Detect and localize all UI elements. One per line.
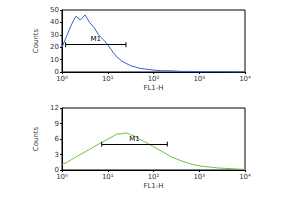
svg-text:30: 30 <box>50 31 59 39</box>
svg-text:M1: M1 <box>129 135 140 143</box>
svg-text:10⁴: 10⁴ <box>239 173 251 181</box>
svg-text:10¹: 10¹ <box>102 75 114 83</box>
svg-text:10³: 10³ <box>193 75 205 83</box>
svg-text:10⁰: 10⁰ <box>56 75 68 83</box>
svg-text:10³: 10³ <box>193 173 205 181</box>
svg-text:10⁰: 10⁰ <box>56 173 68 181</box>
svg-text:50: 50 <box>50 6 59 14</box>
svg-text:0: 0 <box>54 166 59 174</box>
svg-text:10¹: 10¹ <box>102 173 114 181</box>
svg-text:M1: M1 <box>91 35 102 43</box>
svg-text:0: 0 <box>54 68 59 76</box>
svg-text:40: 40 <box>50 18 59 26</box>
svg-text:Counts: Counts <box>32 28 40 53</box>
svg-text:3: 3 <box>55 151 59 159</box>
svg-text:Counts: Counts <box>32 126 40 151</box>
svg-text:10⁴: 10⁴ <box>239 75 251 83</box>
svg-text:6: 6 <box>55 135 60 143</box>
svg-text:FL1-H: FL1-H <box>143 182 163 190</box>
svg-text:10²: 10² <box>148 75 160 83</box>
svg-text:FL1-H: FL1-H <box>143 84 163 92</box>
svg-text:12: 12 <box>50 104 59 112</box>
svg-text:20: 20 <box>50 43 59 51</box>
svg-text:10²: 10² <box>148 173 160 181</box>
svg-text:10: 10 <box>50 56 59 64</box>
svg-text:9: 9 <box>55 120 59 128</box>
